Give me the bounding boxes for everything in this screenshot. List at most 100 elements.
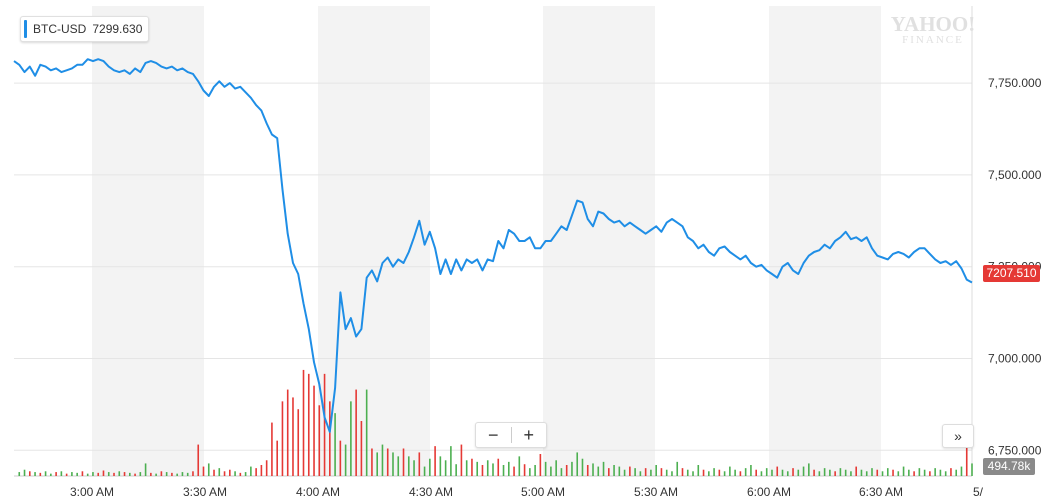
- x-tick-label: 5:30 AM: [634, 485, 678, 499]
- volume-bar: [834, 471, 836, 476]
- y-tick-label: 6,750.000: [988, 443, 1042, 457]
- volume-bar: [339, 440, 342, 476]
- volume-bar: [565, 465, 568, 476]
- volume-bar: [623, 469, 626, 476]
- volume-bar: [497, 458, 500, 476]
- zoom-out-button[interactable]: −: [487, 425, 499, 445]
- time-band: [92, 6, 204, 476]
- volume-bar: [944, 471, 947, 476]
- volume-bar: [860, 469, 863, 476]
- volume-bar: [660, 468, 663, 476]
- volume-bar: [413, 460, 415, 476]
- volume-bar: [923, 469, 926, 476]
- volume-bar: [202, 466, 205, 476]
- volume-bar: [186, 472, 189, 476]
- volume-bar: [429, 458, 431, 476]
- volume-bar: [855, 466, 857, 476]
- x-tick-label: 4:30 AM: [409, 485, 453, 499]
- x-tick-label: 6:30 AM: [859, 485, 903, 499]
- x-tick-label: 5:00 AM: [521, 485, 565, 499]
- volume-bar: [560, 468, 563, 476]
- volume-bar: [492, 463, 494, 476]
- volume-bar: [207, 463, 210, 476]
- price-series-line: [13, 58, 973, 433]
- volume-bar: [102, 470, 105, 476]
- volume-bar: [786, 471, 789, 476]
- volume-bar: [576, 452, 579, 476]
- yahoo-finance-logo: YAHOO! FINANCE: [888, 14, 978, 47]
- volume-bar: [676, 461, 679, 476]
- volume-bar: [402, 448, 405, 476]
- volume-bar: [586, 465, 589, 476]
- volume-bar: [302, 369, 305, 476]
- volume-bar: [334, 413, 336, 476]
- volume-bar: [34, 472, 36, 476]
- volume-bar: [344, 444, 347, 476]
- volume-bar: [234, 471, 236, 476]
- volume-bar: [213, 469, 215, 476]
- volume-bar: [639, 471, 642, 476]
- volume-bar: [892, 469, 894, 476]
- volume-bar: [671, 471, 673, 476]
- scroll-to-end-button[interactable]: »: [942, 424, 974, 448]
- volume-bar: [434, 446, 436, 476]
- volume-bar: [518, 456, 521, 476]
- time-band: [543, 6, 655, 476]
- volume-bar: [392, 452, 394, 476]
- volume-bar: [713, 468, 715, 476]
- volume-bar: [665, 469, 668, 476]
- volume-bar: [844, 469, 847, 476]
- volume-bar: [281, 401, 284, 476]
- time-bands: [92, 6, 881, 476]
- volume-bar: [771, 469, 773, 476]
- volume-bar: [165, 472, 168, 476]
- volume-bar: [871, 468, 873, 476]
- volume-bar: [450, 446, 452, 476]
- volume-bar: [934, 468, 936, 476]
- volume-bar: [939, 469, 942, 476]
- volume-bar: [597, 466, 600, 476]
- volume-bar: [729, 466, 731, 476]
- volume-bar: [971, 463, 973, 476]
- volume-bar: [381, 444, 384, 476]
- volume-bar: [118, 471, 121, 476]
- time-band: [769, 6, 881, 476]
- volume-bar: [471, 458, 473, 476]
- volume-bar: [286, 389, 289, 476]
- volume-bar: [955, 469, 958, 476]
- volume-bar: [534, 465, 536, 476]
- volume-bar: [650, 469, 652, 476]
- volume-bar: [813, 469, 815, 476]
- volume-bar: [360, 421, 363, 476]
- volume-bar: [592, 463, 594, 476]
- volume-bar: [908, 469, 910, 476]
- volume-bar: [28, 471, 31, 476]
- volume-bar: [418, 452, 421, 476]
- volume-bar: [571, 461, 573, 476]
- volume-bar: [444, 460, 447, 476]
- volume-bar: [123, 472, 126, 476]
- volume-bar: [507, 461, 510, 476]
- zoom-in-button[interactable]: +: [523, 425, 534, 445]
- volume-bar: [350, 401, 352, 476]
- volume-bar: [950, 468, 952, 476]
- volume-bar: [134, 473, 136, 476]
- volume-bar: [229, 469, 231, 476]
- volume-bar: [250, 466, 252, 476]
- legend: BTC-USD 7299.630: [20, 16, 150, 42]
- x-axis: 3:00 AM 3:30 AM 4:00 AM 4:30 AM 5:00 AM 5:30 …: [70, 485, 984, 499]
- volume-bar: [755, 469, 757, 476]
- volume-bar: [765, 468, 768, 476]
- zoom-divider: [510, 427, 512, 443]
- legend-value: 7299.630: [92, 22, 143, 36]
- volume-bar: [386, 448, 389, 476]
- volume-bar: [539, 454, 542, 476]
- volume-bar: [465, 460, 468, 476]
- volume-bar: [839, 468, 842, 476]
- volume-bar: [44, 471, 47, 476]
- volume-bar: [86, 473, 89, 476]
- volume-bar: [297, 409, 300, 476]
- x-tick-label: 3:30 AM: [183, 485, 227, 499]
- logo-line1: YAHOO!: [890, 12, 976, 36]
